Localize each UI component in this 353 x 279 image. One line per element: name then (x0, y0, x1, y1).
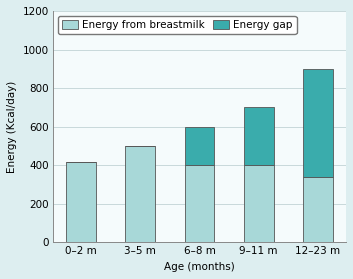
Bar (244, 165, 274, 242)
Y-axis label: Energy (Kcal/day): Energy (Kcal/day) (7, 81, 17, 173)
X-axis label: Age (months): Age (months) (164, 262, 235, 272)
Bar (125, 146, 155, 242)
Bar (66, 162, 96, 242)
Bar (244, 107, 274, 165)
Bar (185, 165, 214, 242)
Legend: Energy from breastmilk, Energy gap: Energy from breastmilk, Energy gap (58, 16, 297, 35)
Bar (185, 127, 214, 165)
Bar (303, 69, 333, 177)
Bar (303, 177, 333, 242)
